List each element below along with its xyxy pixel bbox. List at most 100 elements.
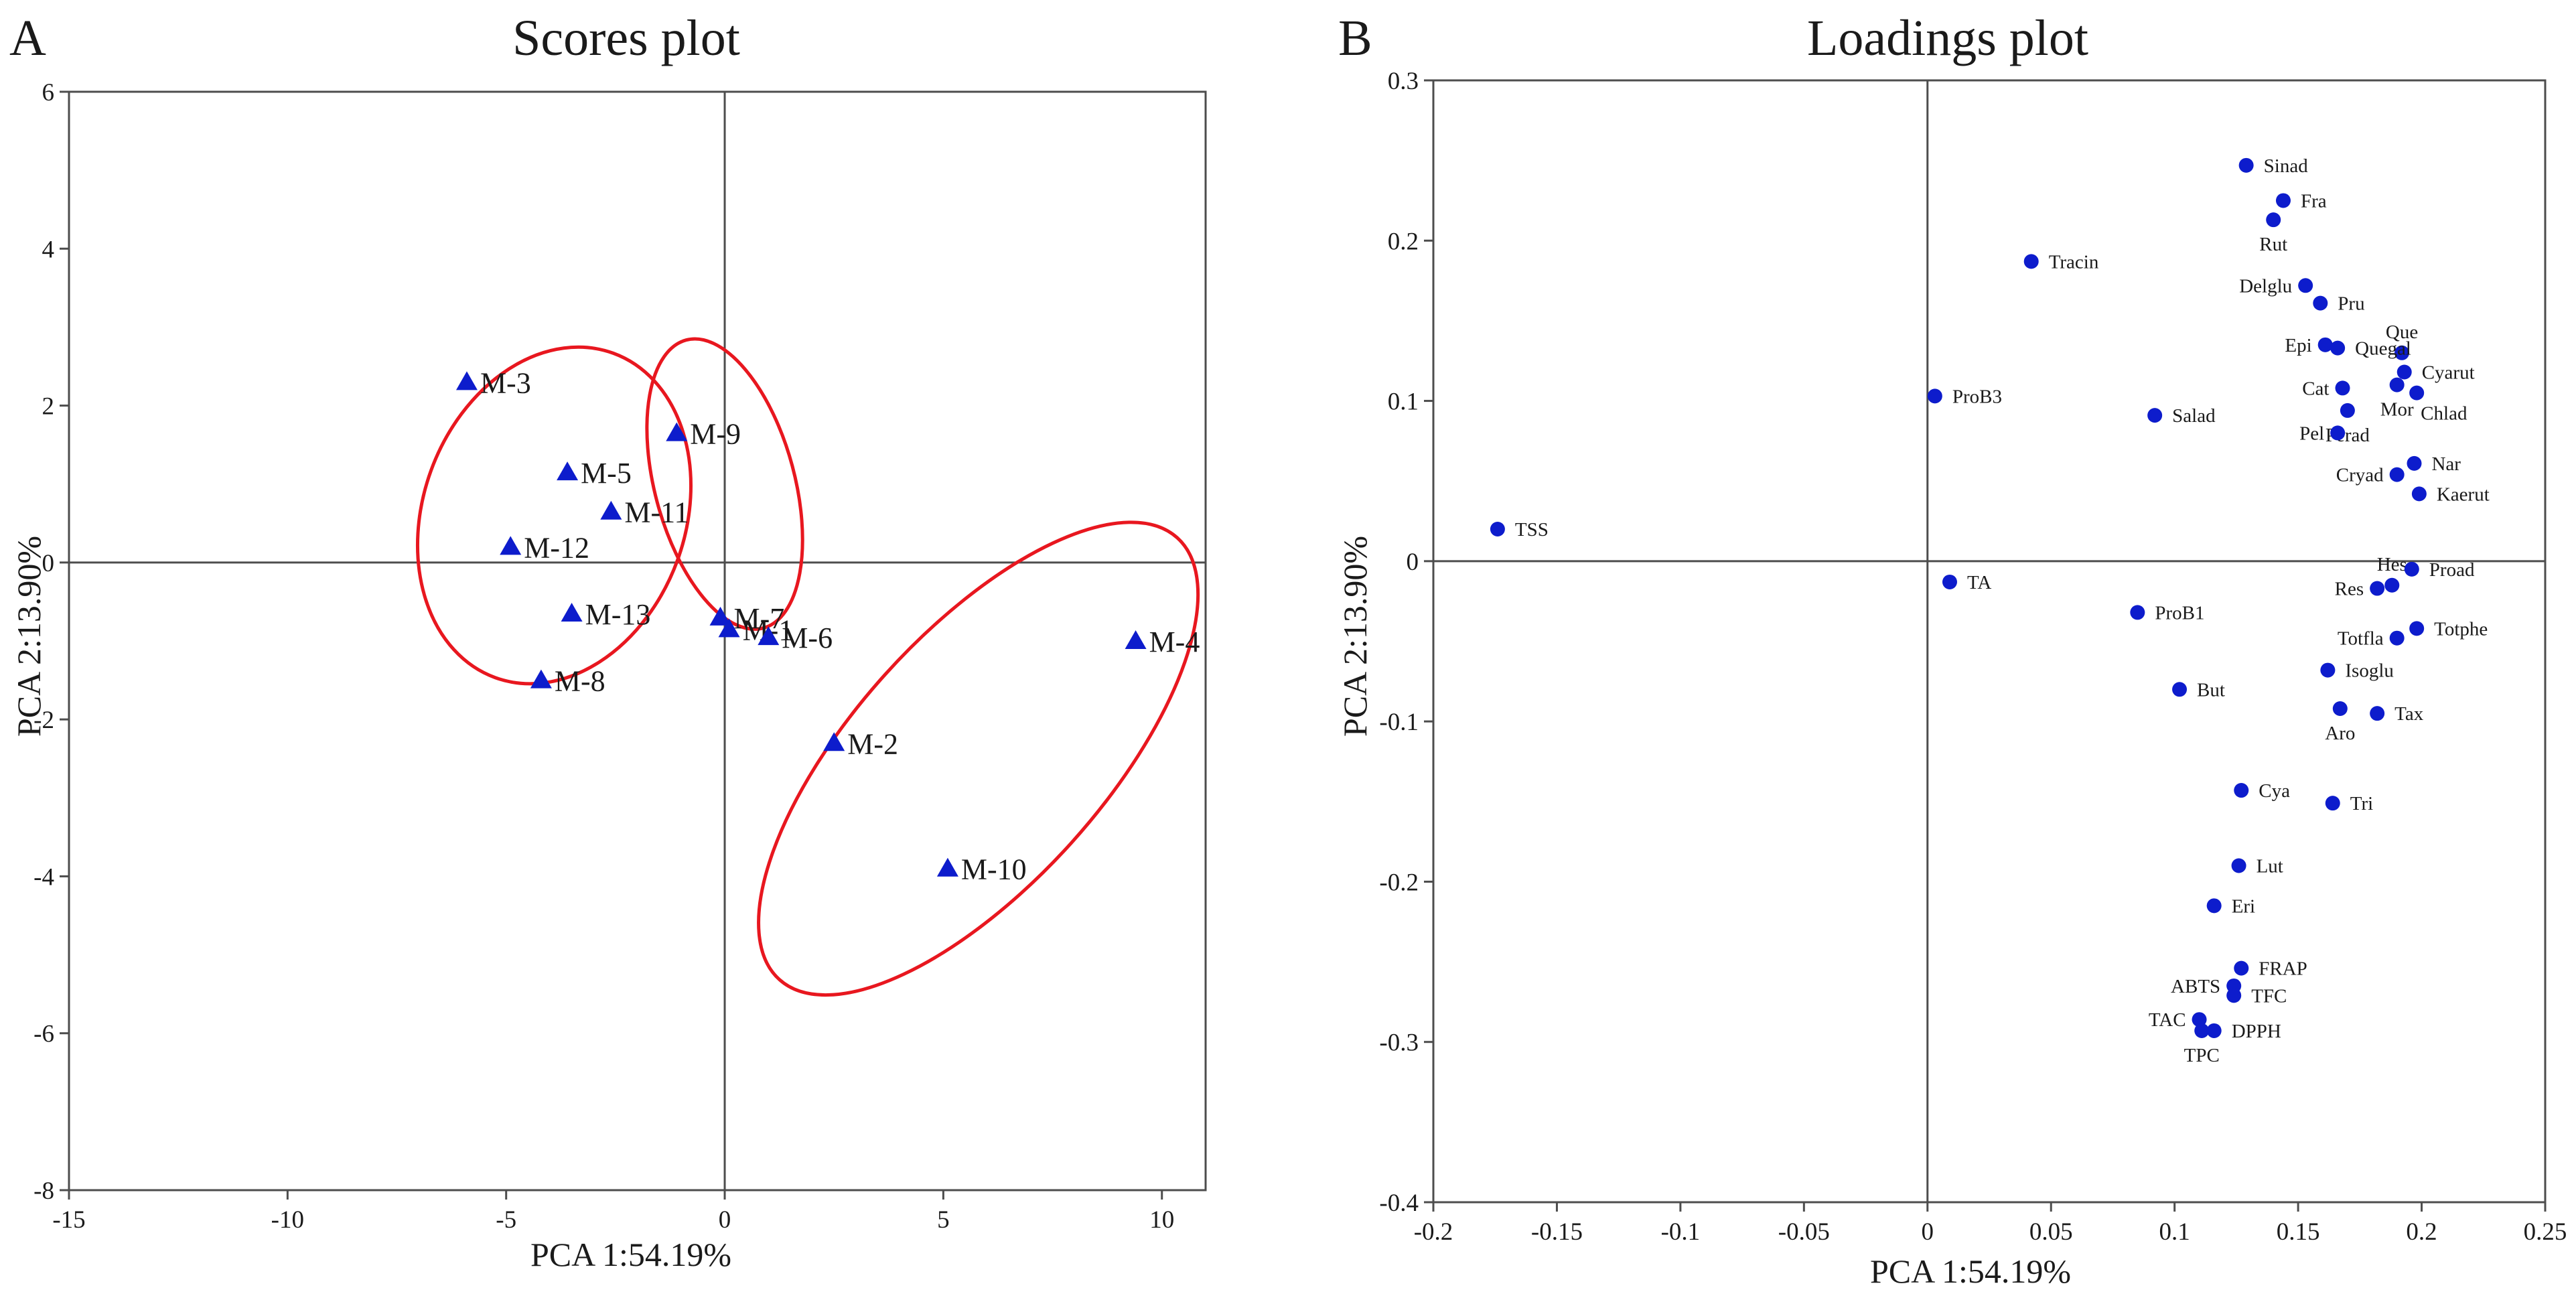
loading-point-label: ProB3: [1952, 386, 2002, 407]
loadings-plot-frame: [1432, 79, 2547, 1204]
loading-point-marker: [2320, 662, 2336, 678]
scores-plot-title: Scores plot: [512, 10, 740, 66]
scores-x-tick-label: -10: [271, 1206, 304, 1234]
loading-point-label: Rut: [2259, 234, 2287, 255]
loading-point-marker: [1490, 522, 1505, 536]
loading-point-label: Pru: [2338, 293, 2364, 315]
scores-plot-panel: A Scores plot PCA 1:54.19% PCA 2:13.90% …: [9, 10, 1207, 1273]
loading-point-marker: [2404, 561, 2419, 577]
loadings-y-tick-label: 0: [1407, 549, 1419, 576]
scores-y-tick-label: 4: [42, 236, 55, 263]
loading-point-label: Hes: [2377, 554, 2407, 575]
loading-point-marker: [2394, 345, 2410, 360]
scores-x-axis-label: PCA 1:54.19%: [530, 1236, 731, 1273]
loading-point-label: Res: [2335, 579, 2364, 600]
scores-x-tick-label: -15: [52, 1206, 85, 1234]
loadings-plot-panel: B Loadings plot PCA 1:54.19% PCA 2:13.90…: [1336, 10, 2567, 1290]
loading-point-label: TSS: [1515, 519, 1549, 540]
loading-point-label: TAC: [2149, 1009, 2186, 1031]
loading-point-marker: [2335, 380, 2350, 396]
loadings-x-tick-label: 0.25: [2524, 1218, 2567, 1246]
scores-y-tick-label: 2: [42, 393, 55, 421]
loading-point-marker: [2370, 581, 2385, 596]
loading-point-marker: [2275, 193, 2291, 208]
scores-x-tick-label: 10: [1149, 1206, 1174, 1234]
loading-point-label: Nar: [2431, 453, 2461, 475]
panel-letter-a: A: [9, 10, 46, 66]
loadings-x-tick-label: -0.2: [1414, 1218, 1453, 1246]
loading-point-marker: [1942, 574, 1957, 589]
loading-point-label: Delglu: [2239, 275, 2292, 297]
loading-point-marker: [2317, 337, 2333, 352]
loading-point-label: TPC: [2184, 1045, 2220, 1066]
loading-point-label: Proad: [2429, 559, 2475, 581]
loading-point-label: TFC: [2251, 985, 2287, 1007]
loading-point-marker: [2192, 1012, 2207, 1027]
loading-point-marker: [2332, 701, 2348, 716]
loading-point-label: Chlad: [2421, 403, 2467, 425]
score-point-label: M-5: [581, 457, 632, 490]
loading-point-marker: [2409, 621, 2425, 636]
score-point-marker: [1125, 630, 1147, 649]
scores-plot-frame: [68, 90, 1207, 1191]
loading-point-label: ABTS: [2171, 976, 2220, 997]
loading-point-label: Fra: [2301, 190, 2327, 212]
loading-point-marker: [2266, 212, 2281, 228]
loadings-y-tick-label: 0.2: [1388, 228, 1419, 255]
loading-point-label: Totphe: [2434, 618, 2488, 640]
loading-point-marker: [2340, 403, 2355, 418]
score-point-marker: [557, 461, 579, 481]
score-point-label: M-4: [1149, 626, 1200, 658]
score-point-label: M-9: [690, 418, 741, 451]
score-point-marker: [936, 857, 958, 877]
loading-point-label: Cya: [2259, 780, 2290, 802]
loading-point-marker: [2238, 157, 2254, 173]
score-point-label: M-12: [524, 531, 589, 564]
loading-point-marker: [2206, 898, 2222, 914]
score-point-label: M-2: [847, 727, 898, 760]
scores-x-tick-label: 5: [937, 1206, 950, 1234]
loading-point-marker: [2226, 988, 2242, 1003]
score-point-marker: [758, 626, 780, 646]
loading-point-label: Cryad: [2336, 465, 2384, 486]
loading-point-label: ProB1: [2155, 602, 2204, 624]
scores-y-tick-label: -2: [33, 707, 54, 734]
score-point-label: M-8: [555, 665, 605, 698]
loading-point-label: Eri: [2232, 895, 2255, 917]
loading-point-label: Que: [2386, 321, 2418, 343]
loading-point-label: But: [2197, 679, 2225, 701]
loadings-x-tick-label: 0.2: [2406, 1218, 2437, 1246]
loadings-y-tick-label: 0.1: [1388, 388, 1419, 416]
loadings-x-tick-label: -0.1: [1661, 1218, 1701, 1246]
score-point-marker: [500, 536, 522, 555]
loading-point-marker: [2370, 706, 2385, 721]
scores-y-axis-label: PCA 2:13.90%: [10, 536, 48, 737]
loading-point-marker: [2206, 1023, 2222, 1038]
score-point-marker: [600, 500, 622, 520]
loading-point-marker: [2389, 630, 2405, 646]
score-point-marker: [530, 669, 552, 689]
loadings-x-axis-label: PCA 1:54.19%: [1870, 1252, 2071, 1290]
score-point-marker: [718, 618, 740, 638]
loading-point-label: Tracin: [2049, 251, 2099, 273]
loading-point-label: TA: [1967, 572, 1991, 593]
loading-point-marker: [2194, 1023, 2210, 1038]
loading-point-marker: [2298, 278, 2313, 293]
score-point-marker: [709, 606, 731, 626]
loadings-x-tick-label: 0.15: [2277, 1218, 2320, 1246]
scores-y-tick-label: -4: [33, 863, 54, 891]
loading-point-label: Kaerut: [2437, 484, 2490, 505]
scores-y-tick-label: 6: [42, 79, 55, 106]
loading-point-marker: [2325, 796, 2340, 811]
loadings-x-tick-label: -0.15: [1531, 1218, 1583, 1246]
loading-point-marker: [2411, 486, 2427, 502]
score-point-label: M-6: [782, 622, 833, 654]
score-point-label: M-10: [961, 853, 1027, 886]
loadings-plot-title: Loadings plot: [1807, 10, 2088, 66]
group-ellipse-3: [757, 520, 1200, 997]
loadings-y-tick-label: 0.3: [1388, 68, 1419, 95]
scores-y-tick-label: 0: [42, 550, 55, 577]
loading-point-marker: [2172, 682, 2188, 697]
score-point-label: M-11: [624, 496, 689, 529]
